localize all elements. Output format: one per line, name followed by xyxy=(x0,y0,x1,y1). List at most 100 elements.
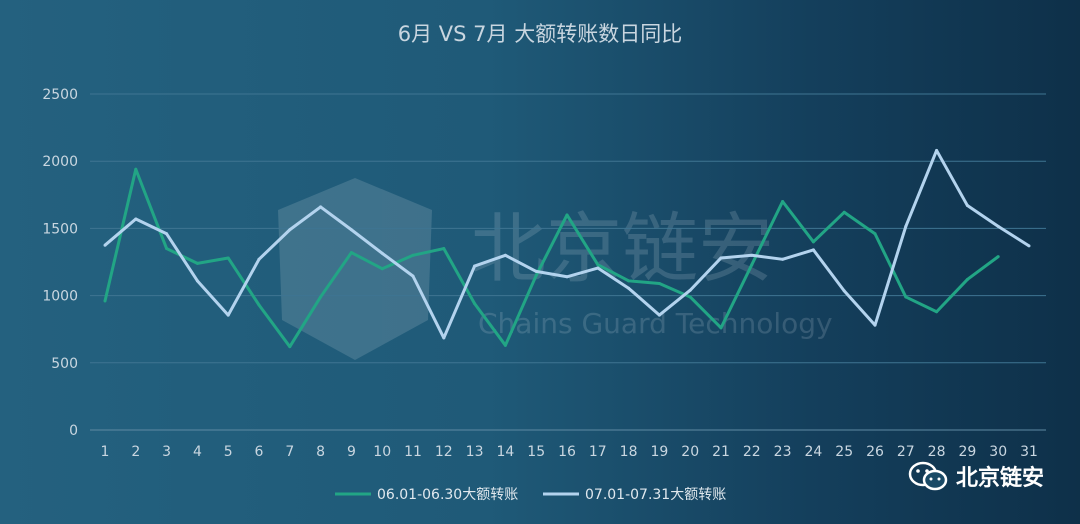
x-tick-label: 20 xyxy=(681,444,699,460)
data-point xyxy=(288,228,292,232)
data-point xyxy=(750,253,754,257)
legend-label[interactable]: 07.01-07.31大额转账 xyxy=(585,487,726,503)
data-point xyxy=(442,247,446,251)
watermark: 北京链安 Chains Guard Technology xyxy=(278,178,833,360)
data-point xyxy=(473,264,477,268)
data-point xyxy=(719,326,723,330)
data-point xyxy=(657,282,661,286)
watermark-text-cn: 北京链安 xyxy=(470,204,774,293)
x-tick-label: 24 xyxy=(804,444,822,460)
data-point xyxy=(596,266,600,270)
data-point xyxy=(442,336,446,340)
y-tick-label: 1000 xyxy=(42,289,78,305)
x-tick-label: 12 xyxy=(435,444,453,460)
brand-label: 北京链安 xyxy=(955,466,1044,491)
x-tick-label: 15 xyxy=(527,444,545,460)
x-tick-label: 17 xyxy=(589,444,607,460)
legend-label[interactable]: 06.01-06.30大额转账 xyxy=(377,487,518,503)
data-point xyxy=(195,279,199,283)
x-tick-label: 28 xyxy=(928,444,946,460)
data-point xyxy=(503,343,507,347)
data-point xyxy=(781,200,785,204)
x-tick-label: 14 xyxy=(496,444,514,460)
x-tick-label: 2 xyxy=(131,444,140,460)
x-tick-label: 8 xyxy=(316,444,325,460)
data-point xyxy=(257,257,261,261)
x-tick-label: 21 xyxy=(712,444,730,460)
x-tick-label: 22 xyxy=(743,444,761,460)
y-tick-label: 0 xyxy=(69,423,78,439)
data-point xyxy=(965,277,969,281)
x-tick-label: 30 xyxy=(989,444,1007,460)
x-tick-label: 5 xyxy=(224,444,233,460)
data-point xyxy=(627,286,631,290)
data-point xyxy=(534,269,538,273)
chart-title: 6月 VS 7月 大额转账数日同比 xyxy=(397,22,683,46)
data-point xyxy=(781,257,785,261)
x-tick-label: 6 xyxy=(255,444,264,460)
data-point xyxy=(904,295,908,299)
data-point xyxy=(688,295,692,299)
data-point xyxy=(319,205,323,209)
series-line-1 xyxy=(103,167,1000,349)
data-point xyxy=(565,213,569,217)
y-tick-label: 1500 xyxy=(42,221,78,237)
data-point xyxy=(873,232,877,236)
data-point xyxy=(380,251,384,255)
wechat-icon xyxy=(908,461,948,491)
data-point xyxy=(596,263,600,267)
data-point xyxy=(226,313,230,317)
data-point xyxy=(811,240,815,244)
x-tick-label: 27 xyxy=(897,444,915,460)
data-point xyxy=(627,279,631,283)
x-tick-label: 18 xyxy=(620,444,638,460)
x-tick-label: 13 xyxy=(466,444,484,460)
x-tick-label: 3 xyxy=(162,444,171,460)
data-point xyxy=(319,295,323,299)
data-point xyxy=(349,228,353,232)
x-tick-label: 4 xyxy=(193,444,202,460)
data-point xyxy=(288,345,292,349)
data-point xyxy=(719,256,723,260)
data-point xyxy=(688,288,692,292)
data-point xyxy=(873,323,877,327)
x-tick-label: 26 xyxy=(866,444,884,460)
data-point xyxy=(103,299,107,303)
x-tick-label: 9 xyxy=(347,444,356,460)
data-point xyxy=(842,210,846,214)
data-point xyxy=(503,253,507,257)
data-point xyxy=(534,273,538,277)
y-tick-label: 500 xyxy=(51,356,78,372)
data-point xyxy=(411,253,415,257)
watermark-shield-icon xyxy=(278,178,432,360)
data-point xyxy=(1027,244,1031,248)
data-point xyxy=(904,224,908,228)
x-tick-label: 25 xyxy=(835,444,853,460)
x-tick-label: 11 xyxy=(404,444,422,460)
y-tick-label: 2500 xyxy=(42,87,78,103)
x-tick-label: 19 xyxy=(650,444,668,460)
data-point xyxy=(935,310,939,314)
data-point xyxy=(195,261,199,265)
data-point xyxy=(996,255,1000,259)
x-tick-label: 16 xyxy=(558,444,576,460)
brand-logo: 北京链安 xyxy=(908,460,1044,492)
data-point xyxy=(380,267,384,271)
data-point xyxy=(165,232,169,236)
data-point xyxy=(134,217,138,221)
x-tick-label: 7 xyxy=(285,444,294,460)
data-point xyxy=(811,248,815,252)
data-point xyxy=(103,243,107,247)
data-point xyxy=(935,148,939,152)
data-point xyxy=(411,274,415,278)
data-point xyxy=(565,275,569,279)
data-point xyxy=(473,302,477,306)
data-point xyxy=(226,256,230,260)
data-point xyxy=(349,251,353,255)
data-point xyxy=(657,313,661,317)
data-point xyxy=(257,303,261,307)
x-tick-label: 1 xyxy=(101,444,110,460)
data-point xyxy=(750,263,754,267)
